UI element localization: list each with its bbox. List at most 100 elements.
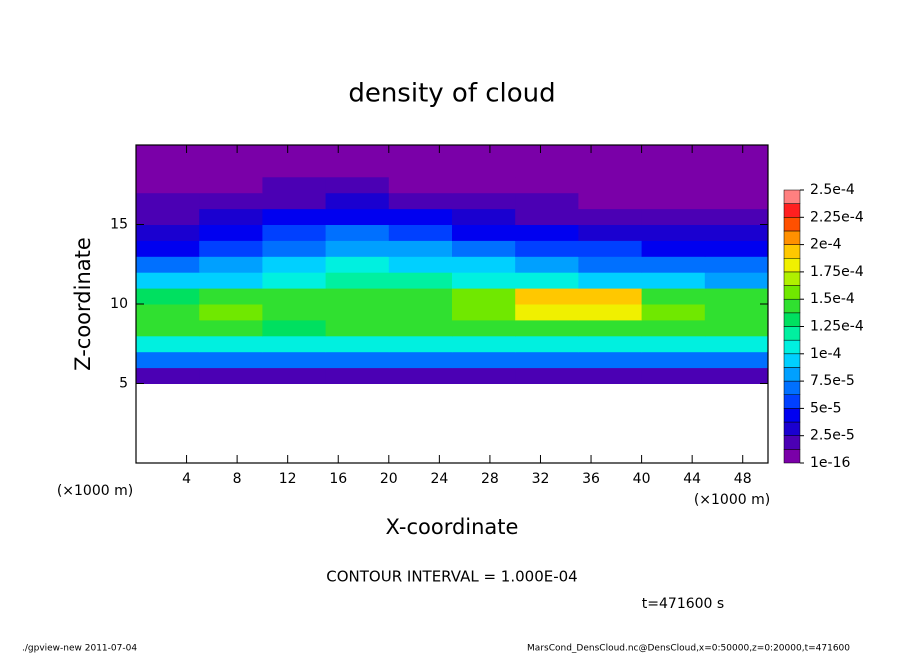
y-tick-label: 10 — [110, 296, 128, 312]
cell — [452, 335, 516, 353]
cell — [452, 272, 516, 289]
cell — [704, 351, 769, 369]
cell — [704, 288, 769, 305]
cell — [452, 224, 516, 241]
contour-note: CONTOUR INTERVAL = 1.000E-04 — [326, 568, 577, 586]
colorbar-box — [783, 258, 801, 273]
cell — [515, 240, 579, 257]
cell — [136, 367, 200, 384]
cell — [704, 192, 769, 210]
colorbar-box — [783, 203, 801, 218]
colorbar-box — [783, 298, 801, 314]
cell — [325, 319, 390, 337]
colorbar-box — [783, 435, 801, 450]
colorbar-box — [783, 217, 801, 232]
x-tick-label: 36 — [582, 471, 600, 487]
cell — [262, 256, 327, 273]
cell — [136, 351, 200, 369]
cell — [388, 160, 453, 178]
cell — [199, 272, 263, 289]
cell — [515, 351, 579, 369]
cell — [199, 145, 263, 162]
cell — [199, 240, 263, 257]
x-tick-label: 32 — [532, 471, 550, 487]
cell — [641, 288, 706, 305]
cell — [452, 240, 516, 257]
x-tick-label: 24 — [430, 471, 448, 487]
cell — [578, 176, 643, 194]
cell — [388, 208, 453, 225]
cell — [262, 288, 327, 305]
cell — [515, 192, 579, 210]
cell — [452, 304, 516, 321]
cell — [199, 176, 263, 194]
cell — [388, 256, 453, 273]
cell — [262, 272, 327, 289]
cell — [578, 367, 643, 384]
cell — [262, 304, 327, 321]
cell — [136, 304, 200, 321]
cell — [199, 367, 263, 384]
cell — [452, 351, 516, 369]
cell — [641, 367, 706, 384]
cell — [325, 304, 390, 321]
cell — [325, 160, 390, 178]
cell — [325, 192, 390, 210]
colorbar-box — [783, 189, 801, 204]
cell — [388, 272, 453, 289]
colorbar-label: 1e-4 — [810, 346, 842, 362]
cell — [641, 224, 706, 241]
x-tick-label: 8 — [233, 471, 242, 487]
x-tick-label: 16 — [329, 471, 347, 487]
cell — [136, 192, 200, 210]
cell — [388, 319, 453, 337]
colorbar-box — [783, 367, 801, 382]
cell — [199, 319, 263, 337]
cell — [515, 208, 579, 225]
cell — [578, 224, 643, 241]
cell — [136, 256, 200, 273]
chart-title: density of cloud — [348, 79, 555, 109]
cell — [704, 319, 769, 337]
cell — [199, 304, 263, 321]
cell — [704, 304, 769, 321]
cell — [199, 351, 263, 369]
cell — [452, 367, 516, 384]
colorbar-box — [783, 244, 801, 259]
cell — [578, 145, 643, 162]
cell — [388, 367, 453, 384]
cell — [578, 288, 643, 305]
cell — [199, 335, 263, 353]
colorbar-box — [783, 449, 801, 464]
x-tick-label: 28 — [481, 471, 499, 487]
colorbar-box — [783, 408, 801, 423]
cell — [704, 367, 769, 384]
colorbar-label: 2e-4 — [810, 237, 842, 253]
cell — [704, 335, 769, 353]
cell — [325, 367, 390, 384]
y-axis-label: Z-coordinate — [71, 237, 95, 371]
cell — [641, 240, 706, 257]
cell — [515, 272, 579, 289]
cell — [325, 240, 390, 257]
colorbar-box — [783, 421, 801, 436]
cell — [578, 160, 643, 178]
cell — [578, 304, 643, 321]
x-tick-label: 48 — [734, 471, 752, 487]
cell — [704, 256, 769, 273]
cell — [262, 351, 327, 369]
cell — [136, 288, 200, 305]
colorbar-label: 2.5e-4 — [810, 182, 855, 198]
cell — [388, 145, 453, 162]
cell — [578, 240, 643, 257]
cell — [262, 319, 327, 337]
y-tick-label: 5 — [119, 376, 128, 392]
cell — [578, 335, 643, 353]
colorbar-label: 5e-5 — [810, 400, 841, 416]
cell — [388, 192, 453, 210]
x-unit: (×1000 m) — [694, 492, 770, 508]
cell — [452, 319, 516, 337]
colorbar-box — [783, 230, 801, 245]
time-note: t=471600 s — [642, 596, 724, 612]
cell — [262, 145, 327, 162]
